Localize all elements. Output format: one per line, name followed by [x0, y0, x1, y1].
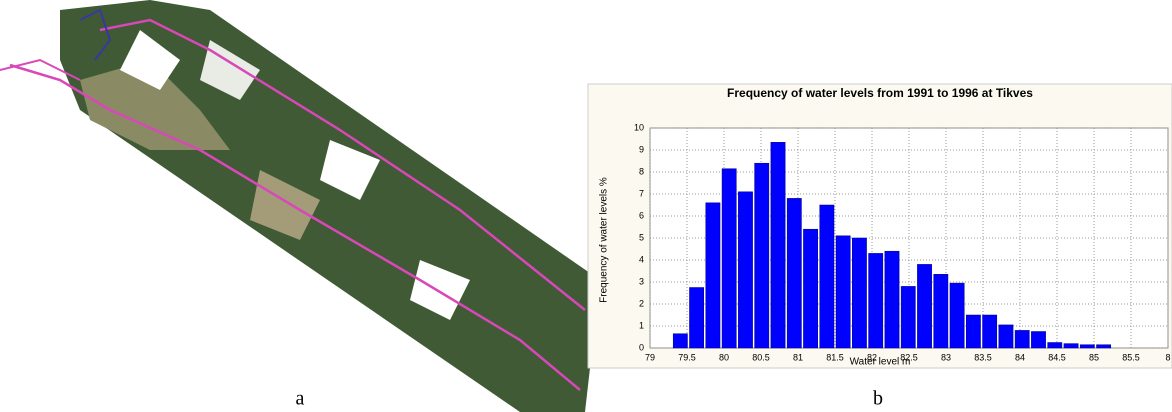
bar — [771, 142, 785, 348]
y-tick-label: 6 — [639, 210, 644, 220]
x-tick-label: 81 — [793, 352, 803, 362]
bar — [673, 334, 687, 348]
bar — [738, 192, 752, 348]
y-tick-label: 9 — [639, 144, 644, 154]
page: {"panel_a": {"caption": "a"}, "chart_dat… — [0, 0, 1172, 412]
y-tick-label: 10 — [634, 122, 644, 132]
x-tick-label: 84.5 — [1048, 352, 1066, 362]
bar — [869, 253, 883, 348]
x-tick-label: 85 — [1089, 352, 1099, 362]
bar — [755, 163, 769, 348]
bar — [885, 251, 899, 348]
y-tick-label: 7 — [639, 188, 644, 198]
bar — [820, 205, 834, 348]
x-tick-label: 82 — [867, 352, 877, 362]
aerial-image — [0, 0, 600, 412]
bar — [787, 198, 801, 348]
bar — [1064, 344, 1078, 348]
x-tick-label: 79 — [645, 352, 655, 362]
x-tick-label: 80 — [719, 352, 729, 362]
y-tick-label: 1 — [639, 320, 644, 330]
bar — [1031, 332, 1045, 349]
bar — [722, 169, 736, 348]
x-tick-label: 85.5 — [1122, 352, 1140, 362]
caption: a — [296, 388, 305, 410]
x-tick-label: 82.5 — [900, 352, 918, 362]
y-axis-label: Frequency of water levels % — [599, 177, 610, 303]
y-tick-label: 3 — [639, 276, 644, 286]
bar — [852, 238, 866, 348]
x-tick-label: 84 — [1015, 352, 1025, 362]
x-tick-label: 83.5 — [974, 352, 992, 362]
bar — [999, 325, 1013, 348]
caption: b — [873, 388, 883, 410]
bar — [1096, 345, 1110, 348]
bar — [1048, 343, 1062, 349]
bar — [836, 236, 850, 348]
bar — [803, 229, 817, 348]
bar — [917, 264, 931, 348]
y-tick-label: 4 — [639, 254, 644, 264]
x-tick-label: 79.5 — [678, 352, 696, 362]
bar — [706, 203, 720, 348]
x-tick-label: 83 — [941, 352, 951, 362]
bar — [950, 283, 964, 348]
y-tick-label: 2 — [639, 298, 644, 308]
x-tick-label: 81.5 — [826, 352, 844, 362]
bar — [934, 274, 948, 348]
figure: a Frequency of water levels from 1991 to… — [0, 0, 1172, 412]
bar — [901, 286, 915, 348]
bar — [689, 288, 703, 349]
y-tick-label: 5 — [639, 232, 644, 242]
bar — [1080, 345, 1094, 348]
x-tick-label: 8 — [1165, 352, 1170, 362]
y-tick-label: 0 — [639, 342, 644, 352]
y-tick-label: 8 — [639, 166, 644, 176]
bar — [1015, 330, 1029, 348]
bar — [983, 315, 997, 348]
bar — [966, 315, 980, 348]
chart-title: Frequency of water levels from 1991 to 1… — [727, 86, 1033, 100]
x-tick-label: 80.5 — [752, 352, 770, 362]
